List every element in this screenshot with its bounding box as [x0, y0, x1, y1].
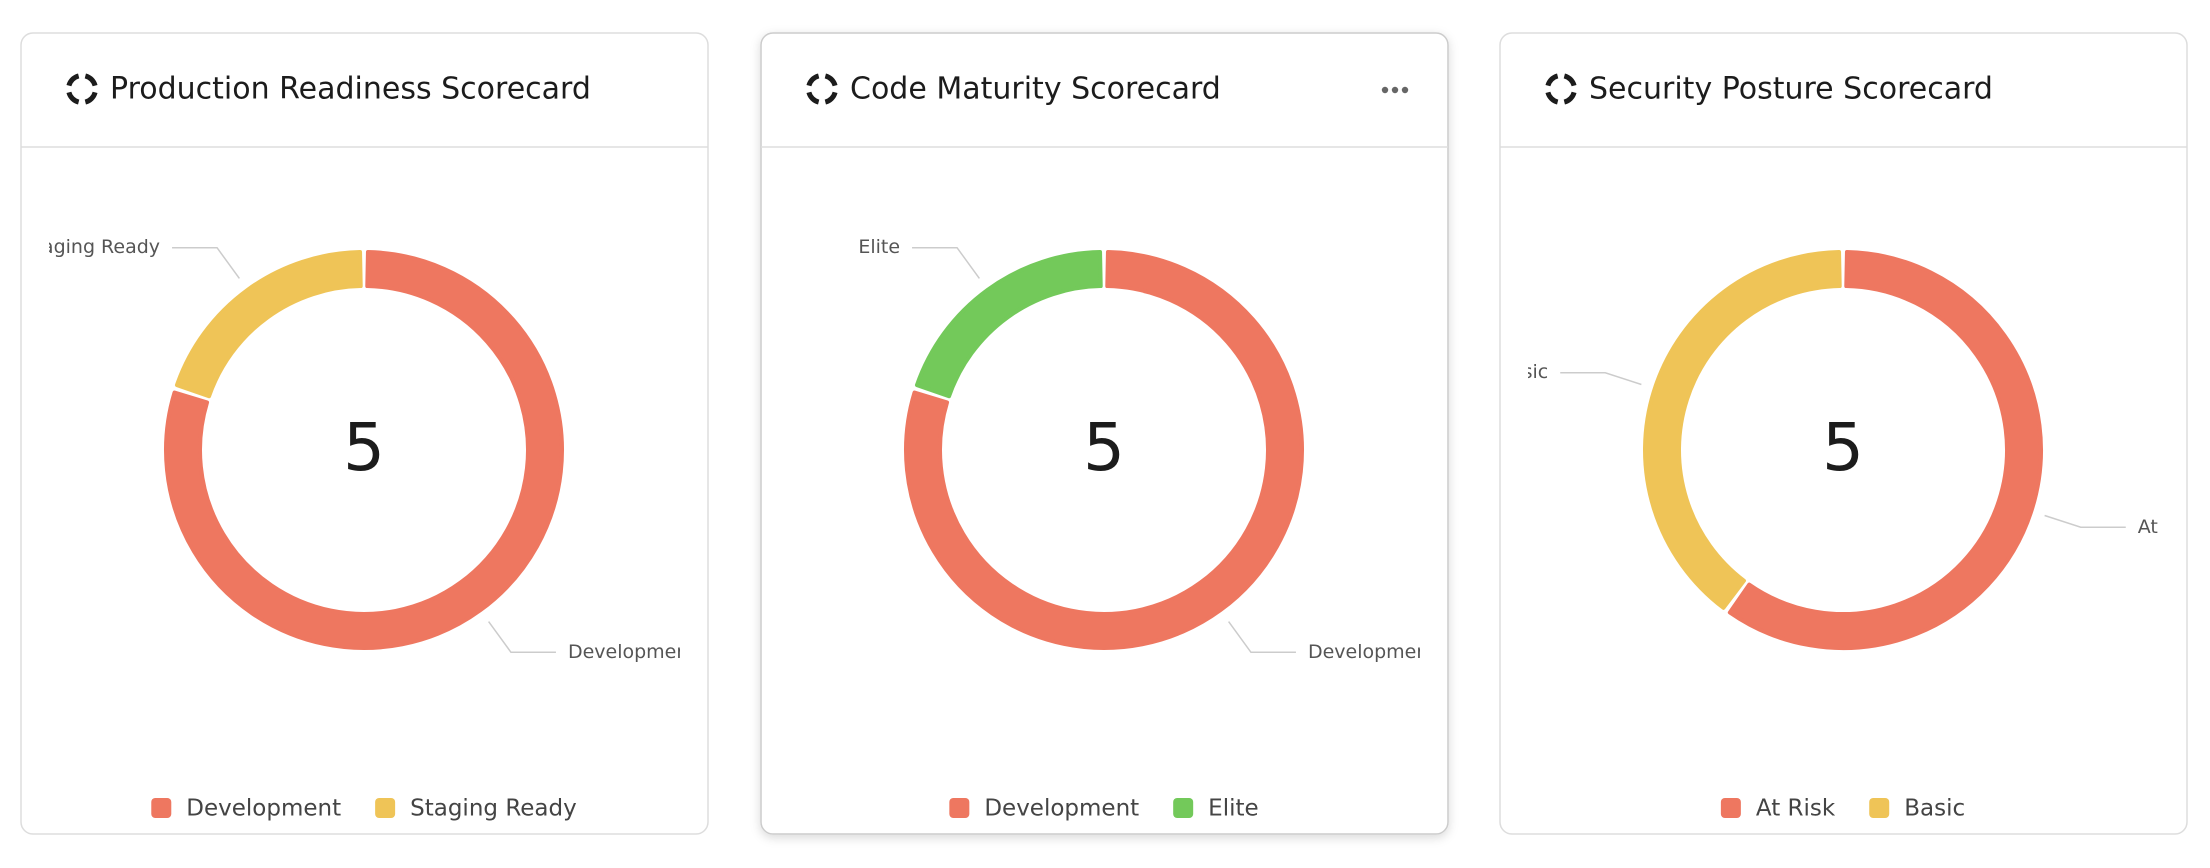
slice-label: Elite — [858, 236, 900, 258]
legend-swatch — [1869, 798, 1890, 818]
card-frame — [760, 32, 1449, 835]
donut-segment — [1643, 250, 1842, 610]
card: Code Maturity Scorecard Development Elite 5… — [760, 32, 1449, 835]
legend-label: Basic — [1904, 796, 1965, 822]
menu-dot[interactable] — [1401, 86, 1409, 94]
legend-swatch — [151, 798, 172, 818]
leader-line — [2044, 514, 2126, 529]
legend-label: Elite — [1208, 796, 1258, 822]
scorecard-icon — [1545, 73, 1577, 105]
card: Production Readiness Scorecard Developmen… — [20, 32, 709, 835]
icon-arc — [1563, 91, 1577, 105]
leader-line — [912, 246, 980, 279]
icon-arc — [66, 91, 80, 105]
center-total: 5 — [343, 409, 385, 486]
center-total: 5 — [1822, 409, 1864, 486]
icon-arc — [824, 73, 838, 87]
icon-arc — [84, 73, 98, 87]
scorecard-icon — [66, 73, 98, 105]
label-layer: Development Elite — [858, 236, 1436, 663]
icon-arc — [1545, 73, 1559, 87]
icon-arc — [806, 91, 820, 105]
menu-dot[interactable] — [1381, 86, 1389, 94]
leader-line — [172, 246, 240, 279]
donut-segment — [904, 250, 1304, 650]
slice-label: Development — [1308, 641, 1436, 663]
label-layer: At Risk Basic — [1498, 361, 2204, 538]
more-menu[interactable] — [1381, 86, 1409, 94]
donut-segment — [914, 250, 1103, 399]
card-title: Production Readiness Scorecard — [110, 72, 591, 107]
card-title: Security Posture Scorecard — [1589, 72, 1993, 107]
icon-arc — [806, 73, 820, 87]
donut-segment — [164, 250, 564, 650]
slice-label: Staging Ready — [22, 236, 160, 258]
scorecard-icon — [806, 73, 838, 105]
card-frame — [1499, 32, 2188, 835]
slice-label: At Risk — [2138, 516, 2204, 538]
legend-label: Development — [186, 796, 341, 822]
legend-swatch — [1720, 798, 1741, 818]
legend-label: Staging Ready — [410, 796, 577, 822]
icon-arc — [84, 91, 98, 105]
legend-swatch — [375, 798, 396, 818]
center-total: 5 — [1083, 409, 1125, 486]
slice-label: Development — [568, 641, 696, 663]
legend: At Risk Basic — [1720, 796, 1965, 822]
menu-dot[interactable] — [1391, 86, 1399, 94]
icon-arc — [1563, 73, 1577, 87]
leader-line — [488, 621, 556, 654]
icon-arc — [824, 91, 838, 105]
legend: Development Staging Ready — [151, 796, 577, 822]
legend-label: Development — [984, 796, 1139, 822]
label-layer: Development Staging Ready — [22, 236, 696, 663]
card-frame — [20, 32, 709, 835]
donut-segment — [174, 250, 363, 399]
legend: Development Elite — [949, 796, 1259, 822]
icon-arc — [1545, 91, 1559, 105]
slice-label: Basic — [1498, 361, 1548, 383]
legend-swatch — [1173, 798, 1194, 818]
legend-swatch — [949, 798, 970, 818]
leader-line — [1228, 621, 1296, 654]
leader-line — [1560, 371, 1642, 386]
donut-segment — [1727, 250, 2043, 650]
card-title: Code Maturity Scorecard — [850, 72, 1221, 107]
legend-label: At Risk — [1756, 796, 1836, 822]
icon-arc — [66, 73, 80, 87]
